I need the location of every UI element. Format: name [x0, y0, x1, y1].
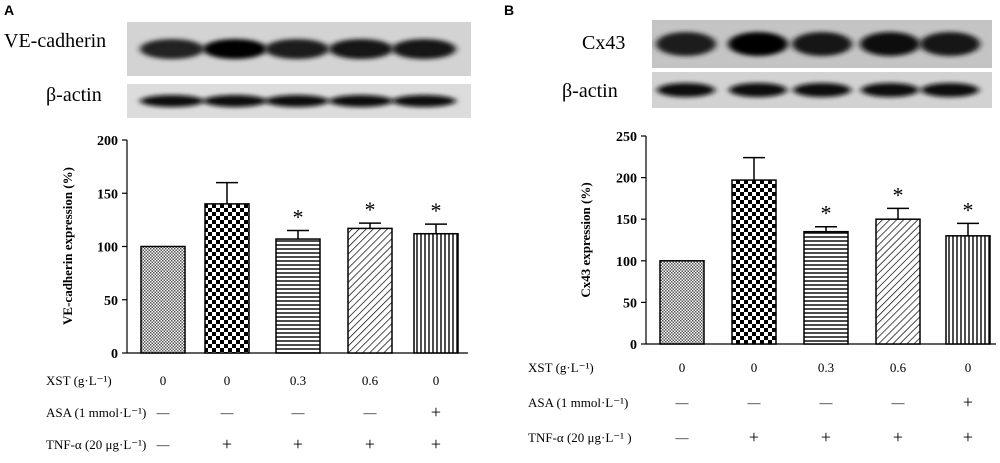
- condition-value: —: [675, 395, 689, 410]
- y-tick-label: 0: [630, 338, 637, 353]
- condition-value: +: [748, 427, 760, 447]
- blot-band: [861, 83, 919, 97]
- blot-label-cx43: Cx43: [582, 32, 626, 54]
- bar: [659, 260, 705, 345]
- y-tick-label: 150: [616, 213, 637, 228]
- condition-value: +: [292, 434, 304, 454]
- condition-value: 0: [750, 360, 758, 375]
- condition-label: XST (g·L⁻¹): [46, 373, 112, 388]
- blot-label-beta-actin: β-actin: [46, 84, 102, 106]
- condition-value: 0: [159, 373, 167, 388]
- blot-label-beta-actin: β-actin: [562, 80, 618, 102]
- blot-band: [657, 83, 715, 97]
- y-tick-label: 0: [111, 347, 118, 358]
- blot-band: [792, 32, 852, 56]
- bar: [945, 235, 991, 345]
- condition-value: +: [820, 427, 832, 447]
- condition-value: —: [156, 437, 170, 452]
- blot-band: [392, 95, 456, 107]
- blot-band: [329, 39, 393, 59]
- panel-a: A VE-cadherin β-actin 0 50 100 150 200 * * * VE…: [4, 2, 471, 454]
- condition-value: +: [892, 427, 904, 447]
- condition-value: 0.3: [817, 360, 835, 375]
- y-tick-label: 250: [616, 130, 637, 145]
- condition-value: +: [430, 434, 442, 454]
- blot-label-ve-cadherin: VE-cadherin: [4, 30, 107, 52]
- blot-band: [203, 95, 267, 107]
- y-tick-label: 50: [104, 294, 118, 309]
- blot-image-beta-actin: [127, 84, 471, 118]
- condition-value: —: [891, 395, 905, 410]
- significance-marker: *: [365, 197, 376, 222]
- significance-marker: *: [893, 182, 904, 207]
- bar: [731, 179, 777, 345]
- condition-label: XST (g·L⁻¹): [528, 360, 594, 375]
- blot-band: [265, 39, 329, 59]
- condition-label: ASA (1 mmol·L⁻¹): [46, 405, 147, 420]
- blot-band: [793, 83, 851, 97]
- bar: [875, 218, 921, 345]
- condition-value: +: [430, 402, 442, 422]
- blot-band: [265, 95, 329, 107]
- condition-value: +: [962, 392, 974, 412]
- condition-value: +: [221, 434, 233, 454]
- panel-letter: B: [504, 2, 515, 18]
- y-tick-label: 50: [623, 296, 637, 311]
- blot-band: [729, 83, 787, 97]
- y-tick-label: 200: [97, 134, 118, 149]
- significance-marker: *: [963, 197, 974, 222]
- blot-band: [920, 32, 980, 56]
- blot-image-ve-cadherin: [127, 22, 471, 76]
- condition-value: 0.6: [361, 373, 379, 388]
- panel-letter: A: [4, 2, 15, 18]
- bar: [204, 203, 250, 354]
- condition-label: TNF-α (20 μg·L⁻¹): [46, 437, 147, 452]
- blot-band: [392, 39, 456, 59]
- blot-band: [140, 39, 204, 59]
- blot-band: [921, 83, 979, 97]
- condition-value: 0: [432, 373, 440, 388]
- bar: [140, 245, 186, 354]
- condition-value: —: [220, 405, 234, 420]
- panel-b: B Cx43 β-actin 0 50 100 150 200 250 * * * Cx43 e…: [500, 0, 1000, 463]
- significance-marker: *: [431, 198, 442, 223]
- bar: [275, 238, 321, 354]
- y-axis-label: VE-cadherin expression (%): [60, 167, 75, 325]
- blot-image-beta-actin: [652, 72, 992, 108]
- condition-label: ASA (1 mmol·L⁻¹): [528, 395, 629, 410]
- significance-marker: *: [821, 201, 832, 226]
- y-tick-label: 100: [97, 241, 118, 256]
- condition-value: +: [962, 427, 974, 447]
- blot-band: [728, 32, 788, 56]
- condition-value: 0: [223, 373, 231, 388]
- bar-chart-a: 0 50 100 150 200 * * * VE-cadherin expression (…: [60, 134, 468, 358]
- blot-band: [329, 95, 393, 107]
- blot-image-cx43: [652, 20, 992, 68]
- condition-value: —: [675, 430, 689, 445]
- y-tick-label: 150: [97, 187, 118, 202]
- bar: [347, 227, 393, 354]
- y-tick-label: 100: [616, 255, 637, 270]
- blot-band: [203, 39, 267, 59]
- blot-band: [860, 32, 920, 56]
- condition-value: 0: [678, 360, 686, 375]
- condition-value: 0.3: [289, 373, 307, 388]
- condition-value: —: [747, 395, 761, 410]
- bar: [803, 230, 849, 345]
- condition-value: +: [364, 434, 376, 454]
- bar-chart-b: 0 50 100 150 200 250 * * * Cx43 expression (%): [578, 130, 996, 353]
- y-tick-label: 200: [616, 172, 637, 187]
- y-axis-label: Cx43 expression (%): [578, 182, 593, 297]
- bar: [413, 232, 459, 354]
- condition-value: —: [819, 395, 833, 410]
- significance-marker: *: [293, 205, 304, 230]
- condition-value: —: [363, 405, 377, 420]
- blot-band: [656, 32, 716, 56]
- condition-value: —: [156, 405, 170, 420]
- blot-band: [140, 95, 204, 107]
- condition-value: —: [291, 405, 305, 420]
- condition-value: 0.6: [889, 360, 907, 375]
- condition-value: 0: [964, 360, 972, 375]
- condition-label: TNF-α (20 μg·L⁻¹ ): [528, 430, 632, 445]
